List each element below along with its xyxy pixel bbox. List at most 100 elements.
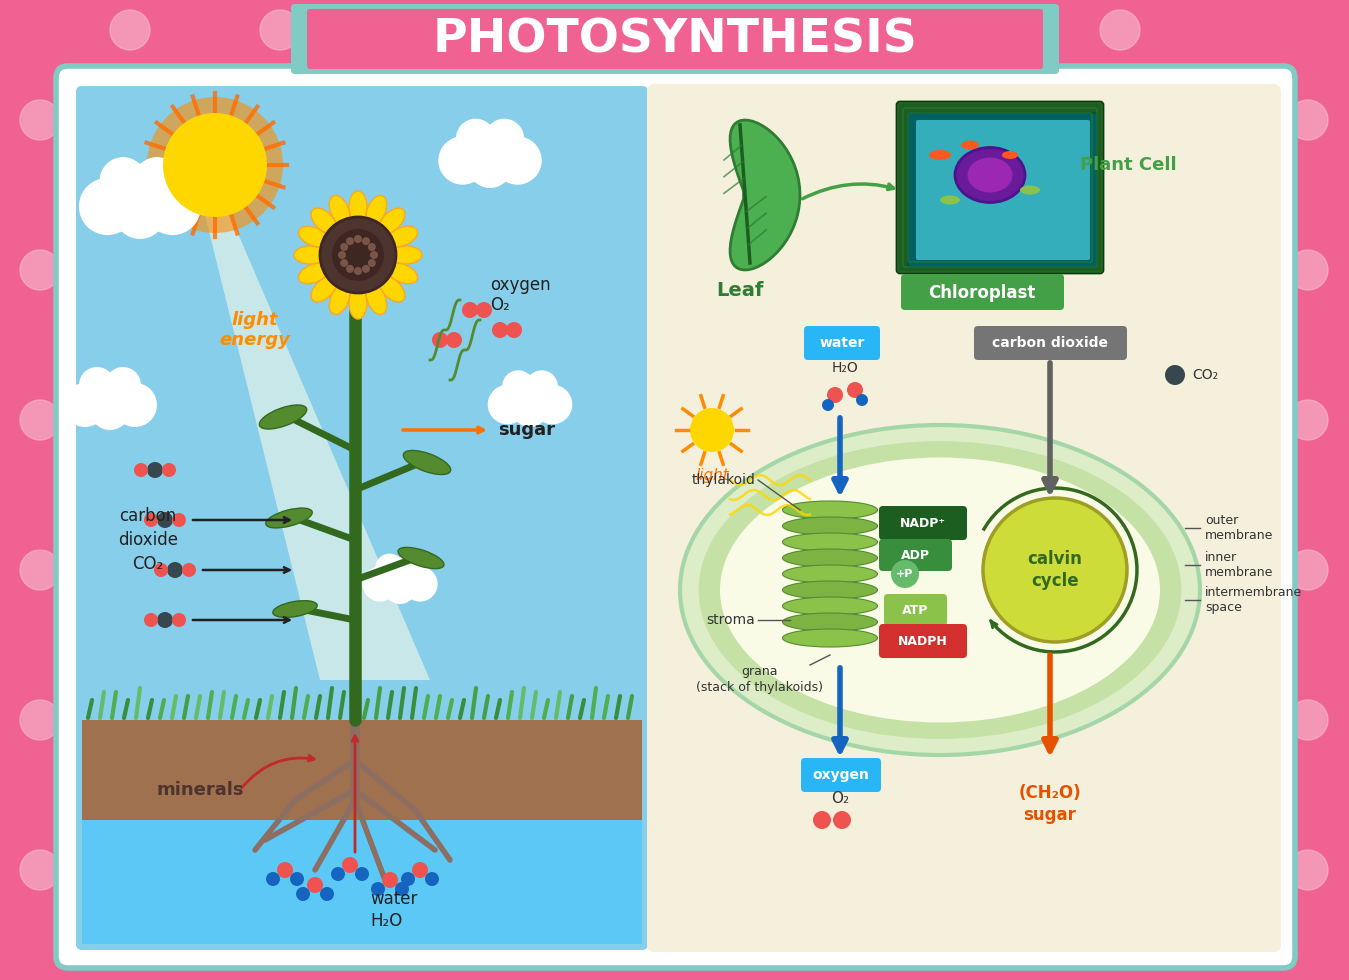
Circle shape (432, 332, 448, 348)
Ellipse shape (266, 508, 312, 528)
FancyBboxPatch shape (884, 594, 947, 626)
Polygon shape (205, 215, 430, 680)
Bar (82, 820, 642, 944)
Circle shape (353, 267, 362, 275)
Circle shape (147, 462, 163, 478)
Text: Chloroplast: Chloroplast (928, 284, 1036, 302)
Circle shape (890, 560, 919, 588)
Circle shape (320, 887, 335, 901)
FancyBboxPatch shape (897, 102, 1103, 273)
Circle shape (260, 10, 299, 50)
Circle shape (533, 385, 572, 424)
Ellipse shape (294, 246, 326, 264)
Circle shape (345, 237, 353, 245)
Circle shape (90, 390, 130, 430)
Text: (CH₂O): (CH₂O) (1018, 784, 1082, 802)
Circle shape (362, 237, 370, 245)
Circle shape (960, 920, 1000, 960)
Circle shape (355, 867, 370, 881)
Circle shape (540, 920, 580, 960)
Circle shape (689, 408, 734, 452)
Ellipse shape (782, 597, 877, 615)
Circle shape (484, 119, 525, 159)
FancyBboxPatch shape (880, 539, 952, 571)
Circle shape (156, 512, 173, 528)
Circle shape (104, 164, 177, 236)
Circle shape (368, 243, 376, 251)
Circle shape (468, 144, 513, 188)
Ellipse shape (782, 501, 877, 519)
Circle shape (277, 862, 293, 878)
Text: NADPH: NADPH (898, 634, 948, 648)
Circle shape (343, 857, 357, 873)
Circle shape (113, 383, 156, 427)
Ellipse shape (379, 208, 405, 234)
Circle shape (156, 612, 173, 628)
Circle shape (20, 250, 59, 290)
Ellipse shape (403, 451, 451, 474)
Text: light
energy: light energy (220, 311, 290, 350)
Ellipse shape (298, 263, 329, 283)
Ellipse shape (782, 533, 877, 551)
Circle shape (1288, 400, 1327, 440)
FancyBboxPatch shape (291, 4, 1059, 74)
Circle shape (111, 10, 150, 50)
Ellipse shape (366, 284, 387, 315)
Circle shape (456, 119, 495, 159)
Circle shape (20, 550, 59, 590)
Ellipse shape (782, 517, 877, 535)
Circle shape (960, 10, 1000, 50)
Circle shape (266, 872, 281, 886)
Circle shape (492, 322, 509, 338)
Ellipse shape (929, 150, 951, 160)
Text: grana
(stack of thylakoids): grana (stack of thylakoids) (696, 665, 823, 694)
Circle shape (339, 251, 345, 259)
Circle shape (401, 10, 440, 50)
Circle shape (162, 463, 175, 477)
Circle shape (100, 157, 147, 204)
Circle shape (370, 251, 378, 259)
Circle shape (80, 367, 115, 403)
Circle shape (375, 554, 403, 582)
Text: stroma: stroma (707, 613, 755, 627)
Circle shape (402, 566, 437, 602)
Ellipse shape (967, 158, 1013, 192)
Circle shape (540, 10, 580, 50)
Circle shape (820, 10, 861, 50)
Circle shape (506, 322, 522, 338)
Ellipse shape (312, 276, 337, 302)
Circle shape (447, 332, 461, 348)
Circle shape (401, 872, 415, 886)
Ellipse shape (782, 629, 877, 647)
Circle shape (20, 850, 59, 890)
Text: ATP: ATP (902, 604, 928, 616)
Ellipse shape (298, 226, 329, 247)
Circle shape (847, 382, 863, 398)
Polygon shape (730, 120, 800, 270)
Circle shape (502, 370, 534, 403)
Text: CO₂: CO₂ (1193, 368, 1218, 382)
Circle shape (813, 811, 831, 829)
FancyBboxPatch shape (916, 120, 1090, 260)
FancyBboxPatch shape (908, 113, 1097, 267)
Ellipse shape (940, 195, 960, 205)
Circle shape (1288, 100, 1327, 140)
Circle shape (154, 563, 169, 577)
Ellipse shape (349, 191, 367, 223)
Ellipse shape (349, 287, 367, 319)
Circle shape (368, 259, 376, 267)
Circle shape (505, 374, 556, 425)
Ellipse shape (387, 226, 418, 247)
Ellipse shape (366, 195, 387, 225)
Circle shape (1288, 250, 1327, 290)
Bar (82, 720, 642, 944)
FancyBboxPatch shape (76, 86, 648, 950)
Text: Leaf: Leaf (716, 280, 764, 300)
Ellipse shape (782, 549, 877, 567)
Circle shape (832, 811, 851, 829)
Text: thylakoid: thylakoid (691, 473, 755, 487)
Circle shape (820, 920, 861, 960)
Text: carbon dioxide: carbon dioxide (992, 336, 1108, 350)
Ellipse shape (700, 443, 1180, 738)
Circle shape (1099, 10, 1140, 50)
